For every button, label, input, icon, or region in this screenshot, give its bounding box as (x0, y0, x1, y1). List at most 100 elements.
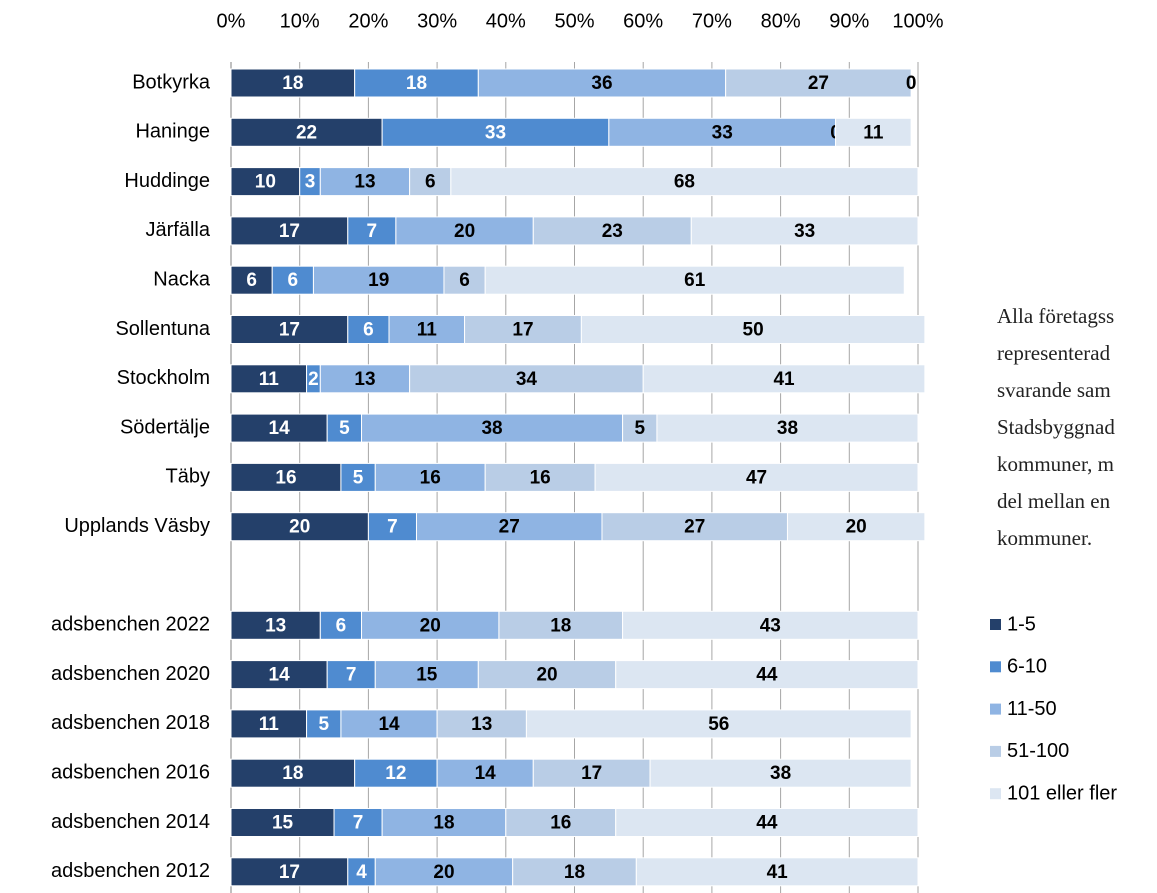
bar-segment (354, 758, 438, 788)
data-label: 16 (420, 467, 441, 488)
data-label: 18 (564, 862, 585, 883)
data-label: 10 (255, 172, 276, 193)
bar-segment (230, 364, 308, 394)
legend-label: 11-50 (1007, 698, 1057, 720)
bar-segment (525, 709, 912, 739)
data-label: 33 (485, 122, 506, 143)
data-label: 12 (385, 763, 406, 784)
data-label: 20 (433, 862, 454, 883)
bar-segment (484, 265, 905, 295)
bar-segment (230, 758, 356, 788)
bar-segment (615, 660, 919, 690)
data-label: 11 (259, 714, 280, 735)
bar-segment (835, 117, 912, 147)
data-label: 16 (530, 467, 551, 488)
data-label: 7 (367, 221, 378, 242)
bar-segment (786, 512, 926, 542)
bar-segment (580, 315, 926, 344)
data-label: 0 (906, 73, 917, 94)
data-label: 20 (846, 517, 867, 538)
x-tick-label: 10% (280, 10, 320, 32)
bar-segment (230, 660, 328, 690)
annotation-line: representerad (997, 341, 1111, 365)
data-label: 22 (296, 122, 317, 143)
bar-segment (622, 610, 919, 640)
data-label: 6 (336, 615, 347, 636)
bar-segment (381, 808, 507, 837)
data-label: 38 (481, 418, 502, 439)
bar-segment (230, 808, 335, 837)
data-label: 15 (416, 665, 438, 686)
data-label: 17 (512, 320, 533, 341)
bar-segment (230, 413, 328, 443)
bar-segment (477, 68, 727, 98)
annotation-line: Alla företagss (997, 304, 1114, 328)
data-label: 47 (746, 467, 767, 488)
data-label: 44 (756, 665, 778, 686)
bar-segment (326, 660, 376, 690)
x-tick-label: 20% (348, 10, 388, 32)
x-tick-label: 50% (554, 10, 594, 32)
bar-segment (388, 315, 466, 344)
category-label: Huddinge (124, 170, 210, 192)
bar-segment (608, 117, 837, 147)
x-tick-label: 70% (692, 10, 732, 32)
data-label: 20 (420, 615, 441, 636)
data-label: 38 (770, 763, 791, 784)
category-label: Södertälje (120, 416, 210, 438)
category-label: adsbenchen 2016 (51, 761, 210, 783)
bar-segment (367, 512, 417, 542)
category-label: Nacka (153, 268, 211, 290)
legend-label: 1-5 (1007, 613, 1036, 635)
data-label: 16 (275, 467, 296, 488)
bar-segment (230, 857, 349, 887)
bar-segment (532, 758, 651, 788)
data-label: 6 (425, 172, 436, 193)
x-tick-label: 90% (829, 10, 869, 32)
category-label: Botkyrka (132, 71, 211, 93)
data-label: 18 (282, 763, 303, 784)
category-label: adsbenchen 2020 (51, 663, 210, 685)
bar-segment (415, 512, 603, 542)
bar-segment (443, 265, 486, 295)
category-label: Upplands Väsby (64, 515, 210, 537)
bar-segment (374, 660, 479, 690)
bar-segment (374, 857, 514, 887)
data-label: 6 (459, 270, 470, 291)
bar-segment (319, 167, 411, 197)
bar-segment (505, 808, 617, 837)
bar-segment (361, 610, 500, 640)
annotation-line: svarande sam (997, 378, 1111, 402)
bar-segment (347, 857, 376, 887)
annotation-line: kommuner, m (997, 452, 1114, 476)
bar-segment (477, 660, 617, 690)
data-label: 17 (279, 221, 300, 242)
data-label: 68 (674, 172, 695, 193)
bar-segment (319, 610, 363, 640)
data-label: 17 (581, 763, 602, 784)
data-label: 14 (269, 418, 291, 439)
legend-swatch (990, 661, 1001, 673)
data-label: 41 (773, 369, 795, 390)
bar-segment (656, 413, 919, 443)
data-label: 18 (550, 615, 571, 636)
x-tick-label: 100% (892, 10, 943, 32)
data-label: 14 (475, 763, 497, 784)
bar-segment (381, 117, 610, 147)
bar-segment (450, 167, 919, 197)
data-label: 3 (305, 172, 316, 193)
data-label: 43 (760, 615, 781, 636)
data-label: 2 (308, 369, 319, 390)
x-tick-label: 30% (417, 10, 457, 32)
bar-segment (347, 216, 397, 246)
bar-segment (649, 758, 912, 788)
annotation-line: del mellan en (997, 489, 1111, 513)
bar-segment (725, 68, 912, 98)
bar-segment (409, 167, 452, 197)
x-tick-label: 60% (623, 10, 663, 32)
data-label: 33 (794, 221, 815, 242)
data-label: 15 (272, 813, 294, 834)
bar-segment (594, 462, 919, 492)
legend-label: 51-100 (1007, 740, 1069, 762)
